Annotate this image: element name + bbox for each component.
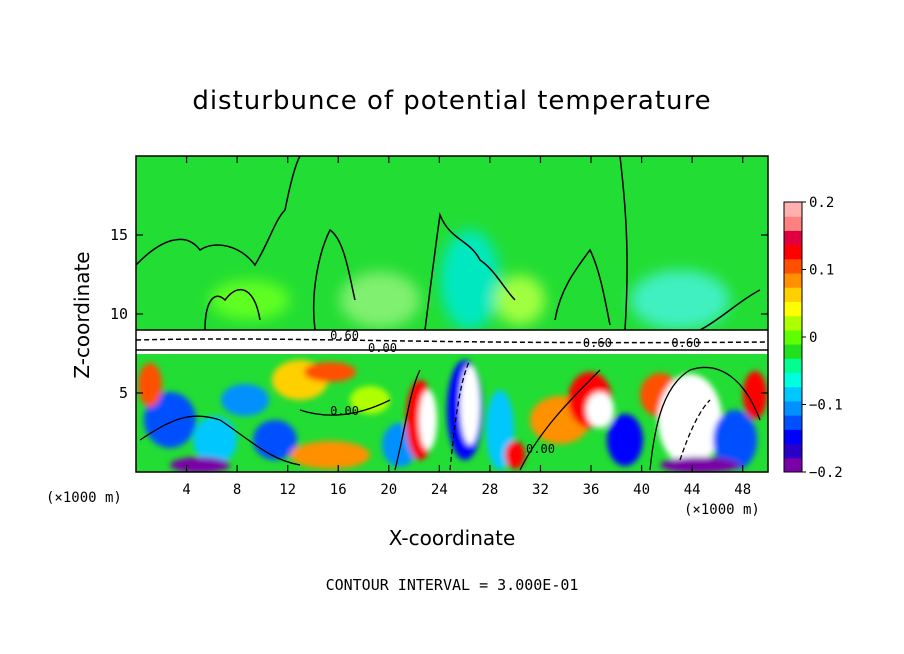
contour-label: 0.60 [671, 336, 700, 350]
colorbar-swatch [784, 329, 802, 345]
colorbar-swatch [784, 457, 802, 473]
field-patch [350, 386, 390, 414]
contour-line [204, 288, 261, 331]
contour-line [312, 228, 356, 331]
field-patch [170, 457, 230, 472]
contour-lines [136, 156, 768, 351]
y-axis-label: Z-coordinate [70, 251, 94, 379]
colorbar-swatch [784, 315, 802, 331]
contour-lines-lower [139, 359, 761, 471]
x-tick-label: 48 [734, 482, 751, 498]
colorbar-swatch [784, 400, 802, 416]
x-tick-label: 24 [431, 482, 448, 498]
contour-line [424, 212, 516, 331]
field-patch [290, 441, 370, 469]
contour-line [394, 369, 421, 471]
contour-line [449, 359, 471, 471]
field-patch [743, 371, 767, 419]
y-tick-label: 15 [110, 226, 128, 244]
heatmap-field: 0.60 0.00 0.00 0.60 0.60 0.00 [136, 156, 768, 472]
field-patch [340, 272, 420, 328]
colorbar-tick-label: 0.2 [809, 195, 834, 211]
field-patch [210, 280, 290, 320]
colorbar-swatch [784, 344, 802, 359]
colorbar [784, 202, 802, 473]
y-tick-label: 10 [110, 305, 128, 323]
x-tick-label: 28 [481, 482, 498, 498]
colorbar-swatch [784, 429, 802, 445]
field-patch [505, 441, 525, 469]
contour-line [679, 399, 711, 461]
colorbar-swatch [784, 216, 802, 231]
x-tick-label: 40 [633, 482, 650, 498]
x-tick-label: 8 [233, 482, 241, 498]
colorbar-swatch [784, 202, 802, 217]
field-patch [607, 414, 643, 466]
x-axis-label: X-coordinate [388, 526, 516, 550]
contour-line [139, 415, 301, 466]
x-tick-label: 12 [279, 482, 296, 498]
colorbar-tick-label: −0.1 [809, 398, 843, 414]
contour-line [519, 369, 601, 471]
x-tick-label: 4 [182, 482, 190, 498]
x-unit-right: (×1000 m) [684, 502, 760, 518]
contour-label: 0.00 [526, 442, 555, 456]
y-tick-label: 5 [119, 384, 128, 402]
field-patch [138, 363, 162, 407]
colorbar-swatch [784, 287, 802, 302]
contour-label-group: 0.60 0.00 0.00 0.60 0.60 0.00 [330, 328, 700, 456]
field-patch [630, 270, 730, 330]
contour-label: 0.60 [330, 328, 359, 342]
x-unit-left: (×1000 m) [46, 490, 122, 506]
field-patch [586, 392, 614, 428]
field-patch [460, 365, 480, 445]
contour-line [619, 156, 628, 331]
contour-line [136, 338, 768, 344]
x-tick-label: 20 [380, 482, 397, 498]
colorbar-swatch [784, 443, 802, 459]
colorbar-tick-label: −0.2 [809, 465, 843, 481]
x-tick-label: 32 [532, 482, 549, 498]
x-tick-label: 36 [583, 482, 600, 498]
colorbar-swatch [784, 273, 802, 288]
x-tick-label: 44 [684, 482, 701, 498]
colorbar-swatch [784, 301, 802, 317]
contour-line [699, 289, 761, 331]
x-tick-label: 16 [330, 482, 347, 498]
contour-line [136, 156, 301, 267]
colorbar-swatch [784, 372, 802, 388]
contour-line [554, 248, 611, 326]
colorbar-ticks: 0.2 0.1 0 −0.1 −0.2 [802, 195, 843, 481]
colorbar-swatch [784, 358, 802, 374]
field-patch [660, 457, 740, 472]
field-patch [221, 384, 269, 416]
x-axis-ticks: 4 8 12 16 20 24 28 32 36 40 44 48 [182, 156, 751, 498]
contour-label: 0.00 [330, 404, 359, 418]
contour-line [299, 399, 391, 416]
field-patch [440, 230, 500, 330]
colorbar-tick-label: 0.1 [809, 263, 834, 279]
y-axis-ticks: 5 10 15 [110, 226, 768, 402]
contour-interval-note: CONTOUR INTERVAL = 3.000E-01 [325, 576, 579, 594]
colorbar-swatch [784, 386, 802, 402]
field-patch [193, 416, 237, 464]
colorbar-swatch [784, 244, 802, 260]
colorbar-tick-label: 0 [809, 330, 817, 346]
contour-label: 0.00 [368, 341, 397, 355]
colorbar-swatch [784, 230, 802, 246]
field-patch [495, 275, 545, 325]
chart-title: disturbunce of potential temperature [192, 86, 712, 116]
field-patch [144, 392, 196, 448]
contour-line [649, 366, 761, 471]
field-patch [304, 362, 356, 382]
field-patch [658, 374, 722, 466]
field-patch [713, 410, 757, 470]
contour-label: 0.60 [583, 336, 612, 350]
colorbar-swatch [784, 258, 802, 274]
field-patch [419, 390, 437, 450]
colorbar-swatch [784, 415, 802, 430]
